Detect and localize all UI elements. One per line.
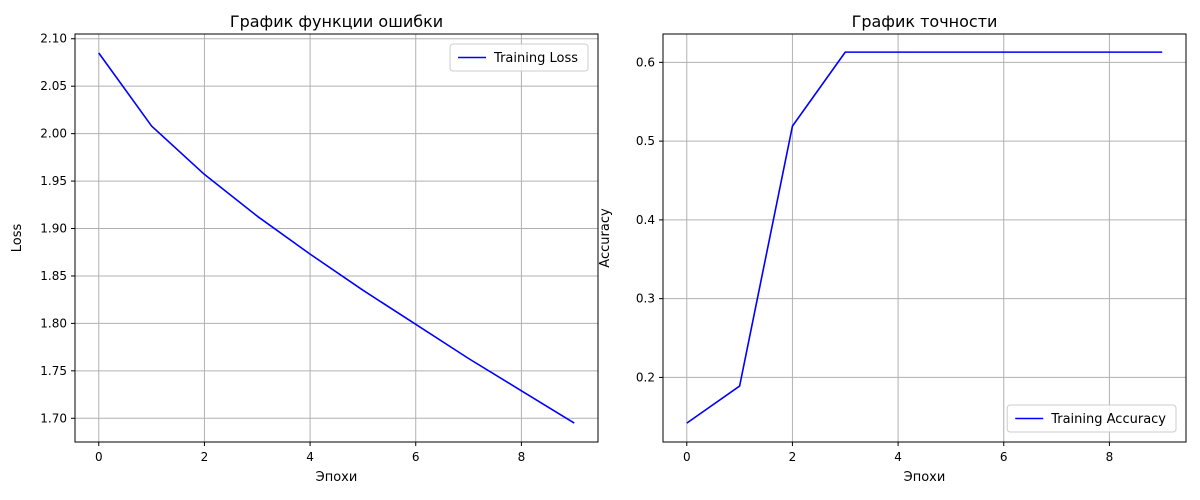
accuracy-y-tick-label: 0.6 xyxy=(636,55,655,69)
loss-plot-frame xyxy=(74,33,599,443)
loss-x-tick-label: 2 xyxy=(201,450,209,464)
loss-x-axis-label: Эпохи xyxy=(316,470,358,485)
loss-y-tick-label: 1.90 xyxy=(40,222,67,236)
loss-y-tick-label: 1.85 xyxy=(40,269,67,283)
accuracy-y-axis-label: Accuracy xyxy=(598,208,613,268)
loss-chart-title: График функции ошибки xyxy=(230,12,443,31)
accuracy-x-tick-label: 2 xyxy=(789,450,797,464)
loss-x-tick-label: 4 xyxy=(306,450,314,464)
accuracy-legend: Training Accuracy xyxy=(1006,404,1177,433)
loss-x-tick-label: 8 xyxy=(518,450,526,464)
accuracy-y-tick-label: 0.3 xyxy=(636,292,655,306)
loss-y-tick-label: 1.95 xyxy=(40,174,67,188)
accuracy-x-tick-label: 6 xyxy=(1000,450,1008,464)
accuracy-x-tick-label: 4 xyxy=(894,450,902,464)
accuracy-legend-box xyxy=(1006,404,1177,433)
accuracy-y-tick-label: 0.4 xyxy=(636,213,655,227)
loss-y-tick-label: 1.70 xyxy=(40,411,67,425)
accuracy-x-tick-label: 8 xyxy=(1106,450,1114,464)
loss-x-tick-label: 0 xyxy=(95,450,103,464)
accuracy-y-tick-label: 0.5 xyxy=(636,134,655,148)
loss-series-line xyxy=(98,52,575,424)
loss-y-tick-label: 2.00 xyxy=(40,127,67,141)
accuracy-y-tick-label: 0.2 xyxy=(636,370,655,384)
accuracy-series-line xyxy=(686,51,1163,424)
loss-legend-label: Training Loss xyxy=(493,51,578,66)
loss-x-tick-label: 6 xyxy=(412,450,420,464)
loss-chart: 0 2 4 6 8 1.70 1.75 1.80 1.85 1.90 1.95 2.00 2.05 2.1… xyxy=(10,12,599,485)
accuracy-legend-label: Training Accuracy xyxy=(1050,412,1166,427)
loss-y-tick-label: 2.05 xyxy=(40,79,67,93)
loss-legend-box xyxy=(449,43,589,72)
loss-y-tick-label: 1.80 xyxy=(40,316,67,330)
accuracy-x-tick-label: 0 xyxy=(683,450,691,464)
loss-y-tick-label: 2.10 xyxy=(40,32,67,46)
accuracy-plot-frame xyxy=(662,33,1187,443)
accuracy-chart-title: График точности xyxy=(852,12,998,31)
loss-y-tick-label: 1.75 xyxy=(40,364,67,378)
loss-y-axis-label: Loss xyxy=(10,224,25,253)
accuracy-chart: 0 2 4 6 8 0.2 0.3 0.4 0.5 0.6 График точности Эпохи… xyxy=(598,12,1187,485)
loss-legend: Training Loss xyxy=(449,43,589,72)
accuracy-x-axis-label: Эпохи xyxy=(904,470,946,485)
